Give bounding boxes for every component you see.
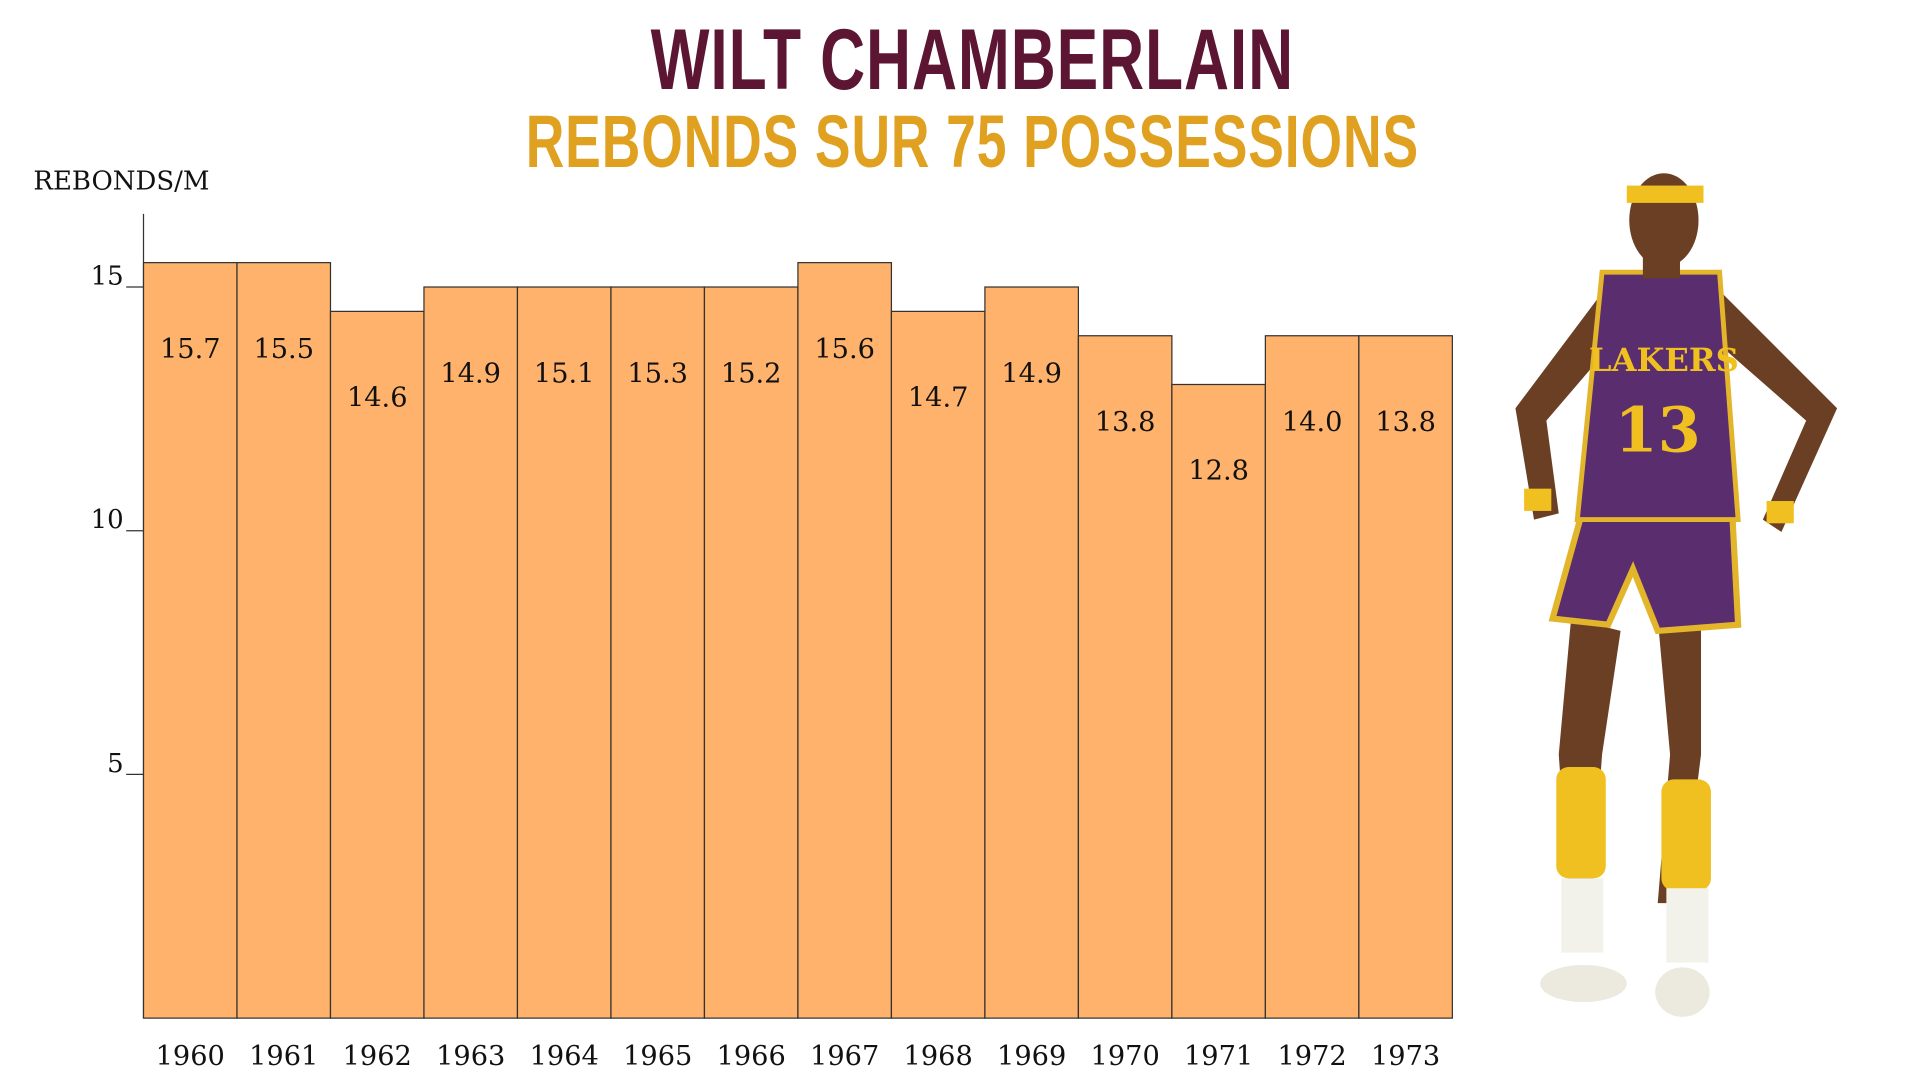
y-tick-label: 15 (91, 262, 124, 292)
jersey-text: LAKERS (1589, 341, 1739, 379)
chart-subtitle: REBONDS SUR 75 POSSESSIONS (525, 100, 1420, 184)
x-tick-label-1964: 1964 (530, 1041, 599, 1072)
y-axis-label: REBONDS/M (33, 165, 210, 196)
x-tick-label-1971: 1971 (1184, 1041, 1253, 1072)
bar-1962 (329, 310, 425, 1019)
x-tick-label-1962: 1962 (343, 1041, 412, 1072)
bar-1973 (1358, 335, 1453, 1019)
bar-1969 (984, 286, 1080, 1019)
x-tick-label-1966: 1966 (717, 1041, 786, 1072)
bar-1967 (797, 262, 893, 1019)
data-label-1971: 12.8 (1188, 456, 1249, 487)
data-label-1960: 15.7 (160, 334, 221, 365)
x-tick-label-1970: 1970 (1091, 1041, 1160, 1072)
x-tick-label-1960: 1960 (156, 1041, 225, 1072)
bar-1960 (142, 262, 238, 1019)
x-tick-label-1973: 1973 (1371, 1041, 1440, 1072)
data-label-1964: 15.1 (534, 358, 595, 389)
data-label-1963: 14.9 (440, 358, 501, 389)
bar-1968 (890, 310, 986, 1019)
x-tick-label-1967: 1967 (810, 1041, 879, 1072)
data-label-1962: 14.6 (347, 383, 408, 414)
x-tick-label-1961: 1961 (249, 1041, 318, 1072)
bar-1964 (516, 286, 612, 1019)
bar-1963 (423, 286, 519, 1019)
jersey-number: 13 (1615, 394, 1701, 467)
data-label-1973: 13.8 (1375, 407, 1436, 438)
data-label-1968: 14.7 (908, 383, 969, 414)
y-tick-label: 10 (91, 505, 124, 535)
x-tick-label-1969: 1969 (997, 1041, 1066, 1072)
bar-1965 (610, 286, 706, 1019)
player-photo: LAKERS 13 (1515, 173, 1838, 1017)
x-tick-label-1963: 1963 (436, 1041, 505, 1072)
bar-1966 (703, 286, 799, 1019)
bar-1961 (236, 262, 332, 1019)
x-tick-label-1968: 1968 (904, 1041, 973, 1072)
chart-title: WILT CHAMBERLAIN (650, 11, 1295, 108)
bar-1970 (1077, 335, 1173, 1019)
data-label-1966: 15.2 (721, 358, 782, 389)
data-label-1969: 14.9 (1001, 358, 1062, 389)
data-label-1961: 15.5 (253, 334, 314, 365)
x-tick-label-1972: 1972 (1278, 1041, 1347, 1072)
data-label-1970: 13.8 (1095, 407, 1156, 438)
data-label-1972: 14.0 (1282, 407, 1343, 438)
bar-1972 (1264, 335, 1360, 1019)
y-tick-label: 5 (107, 749, 124, 779)
data-label-1967: 15.6 (814, 334, 875, 365)
x-tick-label-1965: 1965 (623, 1041, 692, 1072)
data-label-1965: 15.3 (627, 358, 688, 389)
